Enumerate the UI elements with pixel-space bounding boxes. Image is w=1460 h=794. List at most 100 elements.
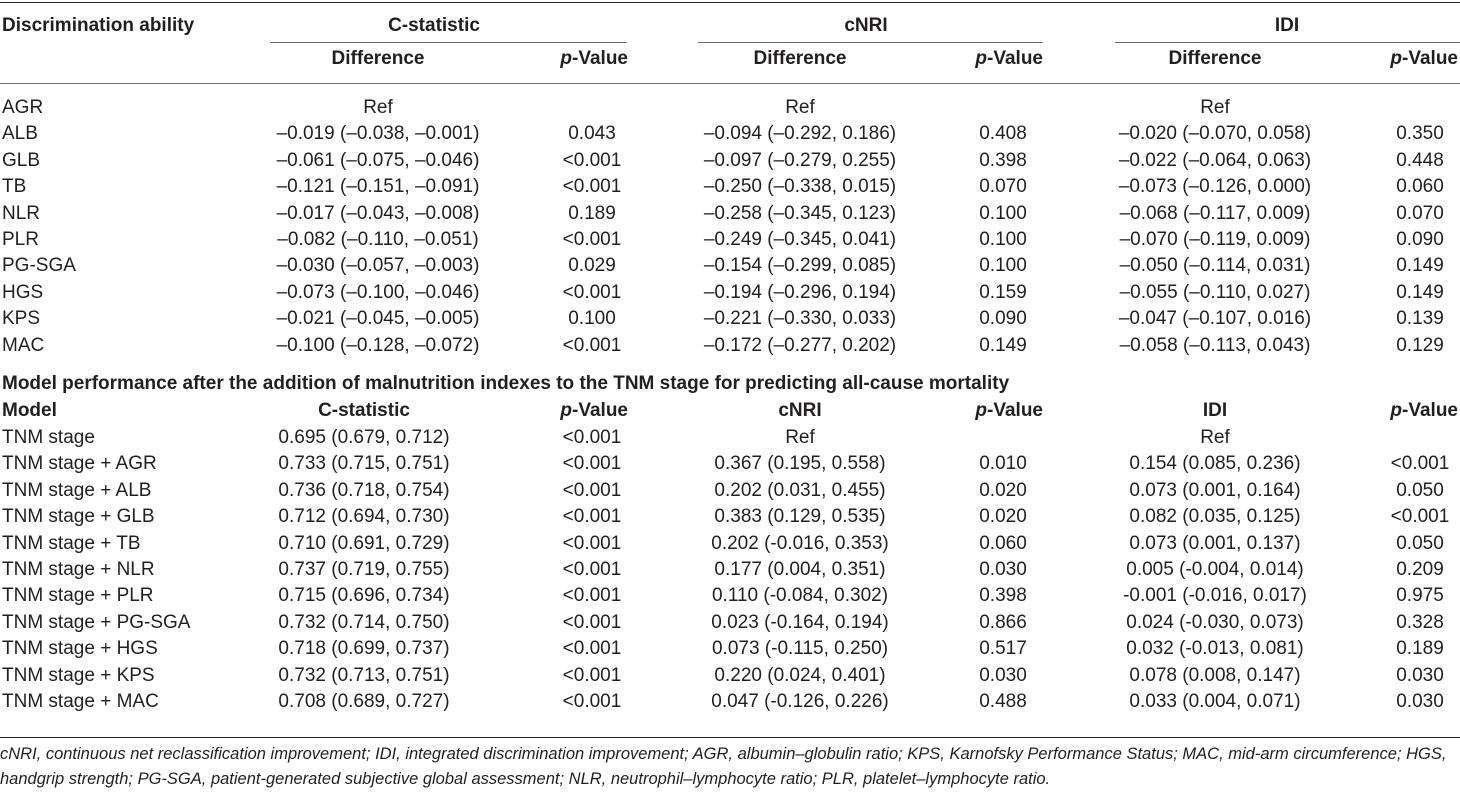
cell-ip: 0.030 [1396, 664, 1444, 686]
cell-n: –0.172 (–0.277, 0.202) [703, 334, 897, 356]
section2-title-row: Model performance after the addition of … [0, 371, 1460, 397]
cell-label: HGS [2, 281, 44, 303]
table-row: KPS –0.021 (–0.045, –0.005) 0.100 –0.221 (–… [0, 306, 1460, 332]
cell-c: –0.017 (–0.043, –0.008) [276, 202, 480, 224]
cell-n: 0.047 (-0.126, 0.226) [711, 691, 889, 712]
cell-label: TNM stage + NLR [2, 559, 155, 580]
cell-ip: 0.149 [1396, 255, 1444, 277]
cell-cp: 0.029 [568, 255, 616, 277]
cnri-underline [698, 42, 1043, 43]
cell-np: 0.517 [979, 638, 1027, 660]
cell-n: –0.097 (–0.279, 0.255) [703, 149, 897, 171]
cell-c: 0.718 (0.699, 0.737) [278, 638, 450, 660]
idi-underline [1115, 42, 1460, 43]
header-cnri: cNRI [844, 15, 888, 36]
cell-np: 0.010 [979, 453, 1027, 475]
cell-np: 0.149 [979, 334, 1027, 356]
cell-cp: <0.001 [562, 453, 622, 475]
cell-cp: <0.001 [562, 506, 622, 528]
cell-np: 0.488 [979, 691, 1027, 712]
cell-i: 0.005 (-0.004, 0.014) [1126, 559, 1304, 580]
cell-c: 0.695 (0.679, 0.712) [278, 427, 450, 448]
cell-cp: 0.100 [568, 308, 616, 330]
table-row: TNM stage + HGS 0.718 (0.699, 0.737) <0.00… [0, 636, 1460, 662]
cell-i: –0.022 (–0.064, 0.063) [1118, 149, 1312, 171]
cell-n: 0.023 (-0.164, 0.194) [711, 611, 889, 633]
cell-cp: <0.001 [562, 664, 622, 686]
cell-n: 0.383 (0.129, 0.535) [714, 506, 886, 528]
cell-np: 0.398 [979, 149, 1027, 171]
cell-label: TNM stage [2, 427, 95, 448]
cell-n: 0.202 (0.031, 0.455) [714, 479, 886, 501]
cell-ip: <0.001 [1390, 453, 1450, 475]
cell-label: PLR [2, 229, 39, 250]
cell-cp: <0.001 [562, 611, 622, 633]
table-row: GLB –0.061 (–0.075, –0.046) <0.001 –0.097 (… [0, 148, 1460, 174]
header-i-difference: Difference [1168, 48, 1262, 69]
cell-ip: 0.149 [1396, 281, 1444, 303]
cell-c: –0.100 (–0.128, –0.072) [276, 334, 480, 356]
cell-n: 0.177 (0.004, 0.351) [714, 559, 886, 580]
cell-np: 0.020 [979, 506, 1027, 528]
cell-n: Ref [785, 427, 815, 448]
header2-cnri: cNRI [778, 400, 822, 421]
cell-c: –0.073 (–0.100, –0.046) [276, 281, 480, 303]
cell-label: TNM stage + MAC [2, 691, 159, 712]
cell-n: –0.221 (–0.330, 0.033) [703, 308, 897, 330]
cell-n: 0.367 (0.195, 0.558) [714, 453, 886, 475]
cell-i: -0.001 (-0.016, 0.017) [1123, 585, 1307, 607]
cell-label: TNM stage + GLB [2, 506, 155, 528]
cell-n: 0.220 (0.024, 0.401) [714, 664, 886, 686]
cell-c: Ref [363, 97, 393, 118]
cell-cp: <0.001 [562, 559, 622, 580]
cell-ip: 0.129 [1396, 334, 1444, 356]
cell-i: 0.073 (0.001, 0.137) [1129, 532, 1301, 554]
cell-i: 0.024 (-0.030, 0.073) [1126, 611, 1304, 633]
table-row: PG-SGA –0.030 (–0.057, –0.003) 0.029 –0.154… [0, 253, 1460, 279]
table-row: ALB –0.019 (–0.038, –0.001) 0.043 –0.094 (–… [0, 121, 1460, 147]
header-n-difference: Difference [753, 48, 847, 69]
cell-np: 0.060 [979, 532, 1027, 554]
table-row: TNM stage + AGR 0.733 (0.715, 0.751) <0.00… [0, 451, 1460, 477]
table-row: TNM stage + KPS 0.732 (0.713, 0.751) <0.00… [0, 663, 1460, 689]
header2-i-p-value: p-Value [1390, 400, 1458, 421]
cell-i: Ref [1200, 97, 1230, 118]
cell-i: 0.078 (0.008, 0.147) [1129, 664, 1301, 686]
cell-ip: 0.975 [1396, 585, 1444, 607]
header-discrimination-ability: Discrimination ability [2, 15, 195, 36]
cell-np: 0.100 [979, 255, 1027, 277]
cell-i: –0.058 (–0.113, 0.043) [1119, 334, 1311, 356]
bottom-rule [0, 737, 1460, 738]
cell-n: –0.258 (–0.345, 0.123) [703, 202, 897, 224]
cell-np: 0.866 [979, 611, 1027, 633]
table-row: TNM stage 0.695 (0.679, 0.712) <0.001 Ref Re… [0, 425, 1460, 451]
cell-c: –0.030 (–0.057, –0.003) [276, 255, 480, 277]
top-rule [0, 2, 1460, 3]
cell-n: 0.202 (-0.016, 0.353) [711, 532, 889, 554]
cell-label: GLB [2, 149, 41, 171]
cell-i: 0.033 (0.004, 0.071) [1129, 691, 1301, 712]
cell-n: 0.073 (-0.115, 0.250) [711, 638, 889, 660]
cell-c: 0.732 (0.714, 0.750) [278, 611, 450, 633]
table-row: TNM stage + GLB 0.712 (0.694, 0.730) <0.00… [0, 504, 1460, 530]
cell-ip: 0.060 [1396, 176, 1444, 198]
cell-ip: 0.050 [1396, 479, 1444, 501]
cell-i: Ref [1200, 427, 1230, 448]
table-row: TNM stage + MAC 0.708 (0.689, 0.727) <0.00… [0, 689, 1460, 715]
header2-c-statistic: C-statistic [318, 400, 410, 421]
cell-np: 0.070 [979, 176, 1027, 198]
cell-np: 0.398 [979, 585, 1027, 607]
cell-label: PG-SGA [2, 255, 76, 277]
cell-label: AGR [2, 97, 44, 118]
cell-i: –0.073 (–0.126, 0.000) [1118, 176, 1312, 198]
cell-c: 0.708 (0.689, 0.727) [278, 691, 450, 712]
cell-label: TNM stage + HGS [2, 638, 158, 660]
cell-label: TB [2, 176, 27, 198]
cell-cp: <0.001 [562, 176, 622, 198]
cell-label: NLR [2, 202, 41, 224]
table-row: AGR Ref Ref Ref [0, 95, 1460, 121]
cell-cp: <0.001 [562, 427, 622, 448]
section2-header-row: Model C-statistic p-Value cNRI p-Value I… [0, 398, 1460, 424]
header-idi: IDI [1274, 15, 1300, 36]
cell-cp: <0.001 [562, 691, 622, 712]
